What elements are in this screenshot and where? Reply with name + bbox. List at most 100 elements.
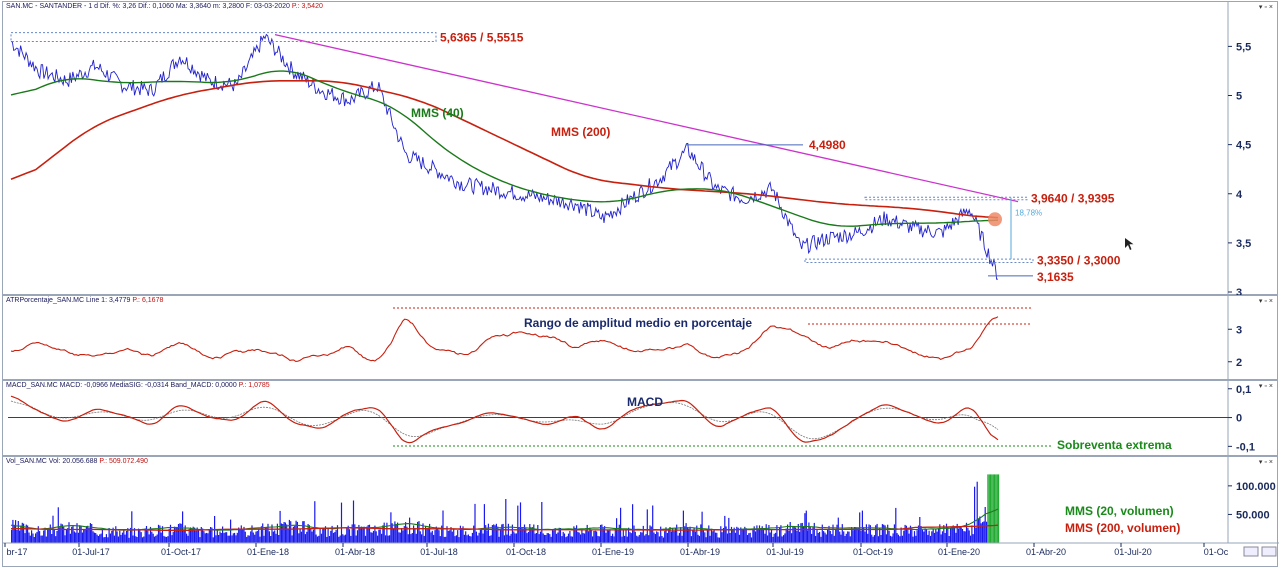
volume-bar (956, 523, 958, 543)
macd-chart[interactable]: 0,1 0 -0,1 MACD Sobreventa extrema (3, 381, 1279, 457)
volume-bar (947, 527, 949, 543)
volume-bar (580, 534, 582, 543)
volume-bar (824, 532, 826, 543)
volume-bar (768, 525, 770, 543)
volume-bar (495, 523, 497, 543)
volume-bar (586, 524, 588, 543)
volume-bar (899, 536, 901, 543)
volume-bar (290, 521, 292, 543)
volume-bar (576, 525, 578, 543)
volume-bar (873, 535, 875, 543)
volume-bar (143, 536, 145, 543)
volume-bar (318, 535, 320, 543)
volume-bar (502, 523, 504, 543)
volume-bar (335, 529, 337, 543)
volume-bar (67, 528, 69, 543)
volume-bar (391, 523, 393, 543)
volume-bar (103, 537, 105, 543)
volume-bar (915, 535, 917, 543)
volume-bar (877, 536, 879, 543)
volume-bar (734, 532, 737, 543)
volume-bar (590, 530, 592, 543)
volume-bar (841, 524, 843, 543)
volume-bar (697, 534, 699, 543)
volume-bar (366, 526, 368, 543)
volume-bar (372, 530, 375, 543)
volume-bar (693, 527, 695, 543)
volume-bar (339, 535, 341, 543)
price-series (10, 33, 999, 280)
volume-bar (725, 526, 727, 543)
window-buttons[interactable]: ▾▫× (1258, 459, 1275, 466)
volume-bar (518, 527, 520, 543)
volume-bar (533, 524, 535, 543)
volume-bar (511, 524, 513, 543)
volume-bar (394, 521, 396, 543)
volume-bar (49, 524, 51, 543)
volume-bar (610, 535, 612, 543)
volume-bar (427, 527, 429, 543)
volume-bar (928, 530, 930, 543)
vol-mms200-series (11, 524, 999, 531)
window-buttons[interactable]: ▾▫× (1258, 383, 1275, 390)
volume-bar (274, 530, 276, 543)
volume-bar (937, 528, 940, 543)
volume-bar (179, 523, 181, 543)
volume-bar (308, 525, 310, 543)
volume-bar (960, 527, 962, 543)
volume-bar (125, 531, 128, 543)
volume-bar (438, 530, 440, 543)
volume-bar (781, 536, 783, 543)
trend-line (274, 33, 1019, 203)
volume-bar (434, 530, 436, 543)
volume-bar (77, 532, 79, 543)
volume-bar (828, 525, 830, 543)
volume-bar (714, 532, 717, 543)
mms200-label: MMS (200) (551, 125, 610, 139)
volume-bar (315, 534, 317, 543)
mouse-cursor-icon (1125, 238, 1134, 250)
atr-series (10, 316, 999, 362)
volume-bar (709, 535, 711, 543)
volume-bar (183, 529, 185, 543)
volume-bar (243, 526, 245, 543)
volume-bar (459, 525, 461, 543)
volume-bar (210, 527, 212, 543)
atr-chart[interactable]: 3 2 Rango de amplitud medio en porcentaje (3, 296, 1279, 381)
volume-bar (370, 532, 372, 543)
volume-bar (538, 534, 540, 543)
volume-bar (972, 534, 974, 543)
volume-bar (147, 530, 149, 543)
volume-bar (473, 525, 475, 543)
volume-bar (982, 522, 984, 543)
price-chart[interactable]: 5,5 5 4,5 4 3,5 3 5,6365 / 5,5515 4,4980 3,9640 … (3, 2, 1279, 296)
volume-bar (377, 535, 379, 543)
volume-bar (900, 527, 902, 543)
window-buttons[interactable]: ▾▫× (1258, 298, 1275, 305)
volume-bar (645, 534, 647, 543)
window-buttons[interactable]: ▾▫× (1258, 4, 1275, 11)
volume-bar (280, 523, 282, 543)
volume-bar (750, 537, 753, 543)
volume-bar (402, 530, 404, 543)
volume-bar (879, 527, 881, 543)
volume-bar (104, 537, 106, 543)
volume-bar (31, 530, 33, 543)
y-tick-label: -0,1 (1236, 441, 1255, 453)
volume-bar (812, 527, 814, 543)
volume-bar (868, 524, 870, 543)
volume-bar (223, 532, 225, 543)
volume-bar (672, 528, 674, 543)
volume-bar (92, 531, 94, 543)
volume-bar (749, 532, 751, 543)
volume-bar (720, 526, 722, 543)
volume-bar (386, 522, 388, 543)
volume-bar (426, 528, 428, 543)
volume-chart[interactable]: 100.000 50.000 MMS (20, volumen) MMS (200, … (3, 457, 1279, 568)
volume-bar (355, 535, 357, 543)
volume-bar (466, 535, 468, 543)
volume-bar (206, 532, 208, 543)
macd-series (10, 395, 999, 444)
volume-bar (594, 530, 596, 543)
volume-bar (825, 534, 827, 543)
